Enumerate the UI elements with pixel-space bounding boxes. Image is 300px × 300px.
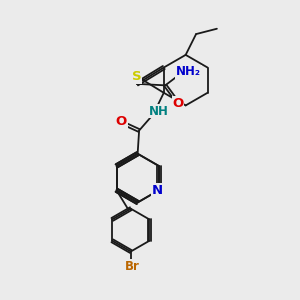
- Text: N: N: [152, 184, 163, 197]
- Text: NH₂: NH₂: [176, 65, 201, 78]
- Text: S: S: [132, 70, 141, 83]
- Text: O: O: [172, 97, 184, 110]
- Text: O: O: [116, 115, 127, 128]
- Text: Br: Br: [125, 260, 140, 273]
- Text: NH: NH: [149, 105, 169, 118]
